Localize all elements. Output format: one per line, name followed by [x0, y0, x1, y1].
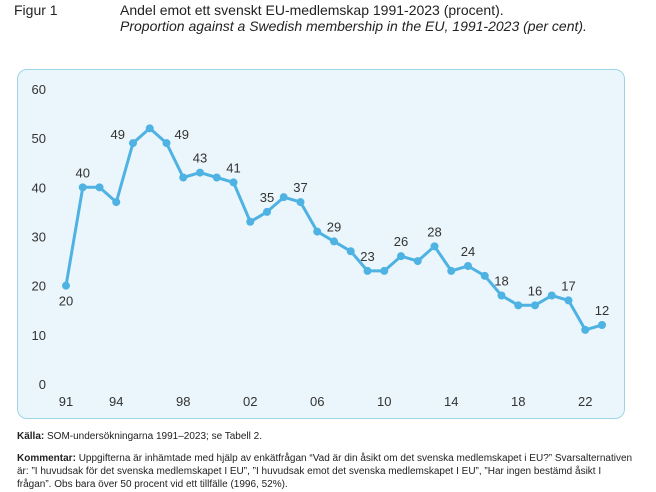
data-point [246, 217, 255, 226]
x-tick-label: 91 [59, 394, 73, 409]
y-tick-label: 30 [32, 230, 46, 245]
data-point [581, 325, 590, 334]
data-label: 16 [528, 283, 542, 298]
data-point [145, 124, 154, 133]
data-point [179, 173, 188, 182]
x-tick-label: 02 [243, 394, 257, 409]
data-label: 28 [427, 224, 441, 239]
data-label: 26 [394, 234, 408, 249]
data-label: 24 [461, 244, 475, 259]
data-point [95, 183, 104, 192]
data-label: 18 [494, 274, 508, 289]
comment-note: Kommentar: Uppgifterna är inhämtade med … [17, 452, 637, 491]
data-point [430, 242, 439, 251]
data-point [296, 198, 305, 207]
data-point [263, 207, 271, 216]
x-tick-label: 10 [377, 394, 391, 409]
data-point [464, 262, 472, 270]
data-point [162, 139, 171, 148]
data-point [129, 139, 137, 148]
data-label: 23 [360, 249, 374, 264]
data-point [78, 183, 87, 192]
x-tick-label: 22 [578, 394, 592, 409]
data-point [514, 301, 523, 310]
data-point [229, 178, 238, 187]
y-tick-label: 10 [32, 328, 46, 343]
data-point [531, 301, 539, 310]
data-point [413, 257, 422, 266]
comment-label: Kommentar: [17, 453, 76, 464]
data-point [313, 227, 322, 236]
data-point [397, 252, 405, 261]
title-english: Proportion against a Swedish membership … [120, 18, 587, 34]
x-tick-label: 98 [176, 394, 190, 409]
comment-text: Uppgifterna är inhämtade med hjälp av en… [17, 453, 633, 490]
data-point [212, 173, 221, 182]
data-point [447, 266, 456, 275]
data-point [279, 193, 288, 202]
data-point [547, 291, 556, 300]
y-tick-label: 50 [32, 131, 46, 146]
x-tick-label: 94 [109, 394, 123, 409]
data-label: 37 [293, 180, 307, 195]
data-label: 17 [561, 278, 575, 293]
chart-panel: 0 10 20 30 40 50 60 91 94 98 02 06 10 14 18 22 20 40 49 4… [17, 69, 625, 419]
data-point [346, 247, 355, 256]
title-swedish: Andel emot ett svenskt EU-medlemskap 199… [120, 2, 504, 18]
data-point [564, 296, 573, 305]
data-point [196, 168, 204, 177]
data-point [480, 271, 489, 280]
data-label: 49 [111, 127, 125, 142]
figure-titles: Andel emot ett svenskt EU-medlemskap 199… [120, 2, 620, 34]
figure-label: Figur 1 [14, 2, 58, 18]
data-point [497, 291, 506, 300]
data-label: 35 [260, 190, 274, 205]
data-label: 29 [327, 219, 341, 234]
y-tick-label: 60 [32, 82, 46, 97]
data-point [62, 281, 70, 290]
data-point [380, 266, 389, 275]
y-tick-label: 40 [32, 180, 46, 195]
x-tick-label: 06 [310, 394, 324, 409]
data-label: 43 [193, 151, 207, 166]
data-label: 40 [76, 165, 90, 180]
data-point [363, 266, 372, 275]
y-tick-label: 20 [32, 279, 46, 294]
source-label: Källa: [17, 431, 45, 442]
x-tick-label: 14 [444, 394, 458, 409]
data-label: 41 [226, 160, 240, 175]
data-label: 12 [595, 303, 609, 318]
data-point [112, 198, 121, 207]
data-label: 20 [59, 294, 73, 309]
x-tick-label: 18 [511, 394, 525, 409]
line-chart: 0 10 20 30 40 50 60 91 94 98 02 06 10 14 18 22 20 40 49 4… [32, 82, 610, 409]
source-text: SOM-undersökningarna 1991–2023; se Tabel… [47, 431, 262, 442]
source-note: Källa: SOM-undersökningarna 1991–2023; s… [17, 431, 262, 442]
y-tick-label: 0 [39, 377, 46, 392]
data-point [598, 321, 606, 329]
data-point [330, 237, 338, 246]
data-label: 49 [175, 127, 189, 142]
